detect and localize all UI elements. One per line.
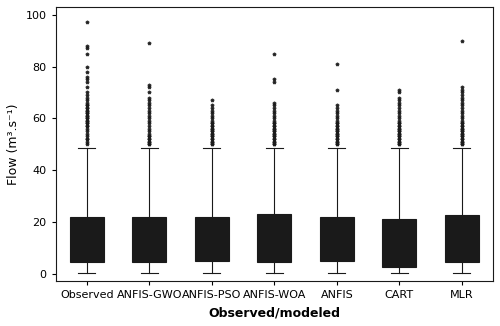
X-axis label: Observed/modeled: Observed/modeled (208, 306, 340, 319)
PathPatch shape (320, 217, 354, 261)
Y-axis label: Flow (m³.s⁻¹): Flow (m³.s⁻¹) (7, 103, 20, 185)
PathPatch shape (444, 215, 479, 262)
PathPatch shape (382, 219, 416, 267)
PathPatch shape (194, 217, 229, 261)
PathPatch shape (132, 217, 166, 262)
PathPatch shape (257, 214, 292, 262)
PathPatch shape (70, 217, 104, 262)
